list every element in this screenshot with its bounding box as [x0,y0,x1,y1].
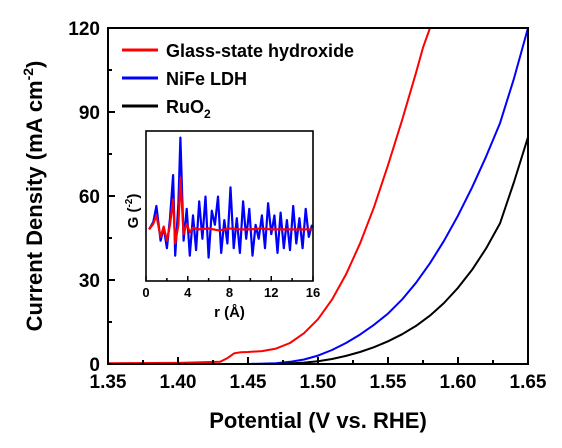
x-tick-label: 1.65 [510,372,547,393]
inset-x-tick-label: 8 [226,285,233,300]
inset-axis-ticks: 0 4 8 12 16 [142,276,320,300]
x-tick-label: 1.45 [230,372,267,393]
x-tick-label: 1.60 [440,372,477,393]
inset-y-axis-title-superscript: -2 [124,198,135,207]
y-tick-label: 120 [68,19,100,40]
inset-y-axis-title: G (-2) [124,194,142,229]
x-tick-label: 1.35 [90,372,127,393]
inset-x-axis-title: r (Å) [214,304,245,321]
inset-series-layer [148,136,314,259]
x-tick-label: 1.40 [160,372,197,393]
legend: Glass-state hydroxide NiFe LDH RuO2 [122,41,354,121]
y-tick-label: 90 [79,103,100,124]
inset-y-axis-title-main: G ( [125,208,142,229]
x-axis-title: Potential (V vs. RHE) [209,408,427,433]
series-line-ruo [108,136,529,365]
inset-y-axis-title-end: ) [125,194,142,199]
inset-pdf-chart: 0 4 8 12 16 r (Å) G (-2) [124,130,320,321]
y-axis-title-main: Current Density (mA cm [22,80,47,331]
legend-label-ruo2: RuO2 [166,97,211,121]
y-axis-title-superscript: -2 [20,68,36,81]
inset-x-tick-label: 16 [306,285,320,300]
inset-series-line-glass-state-hydroxide [148,176,312,245]
legend-label-ruo2-main: RuO [166,97,204,117]
inset-x-tick-label: 0 [142,285,149,300]
inset-x-tick-label: 12 [264,285,278,300]
y-tick-label: 30 [79,271,100,292]
legend-label-glass-state: Glass-state hydroxide [166,41,354,61]
series-line-glass-state-hydroxide [107,27,431,365]
x-tick-label: 1.55 [370,372,407,393]
legend-label-ruo2-subscript: 2 [204,107,211,121]
y-tick-label: 60 [79,187,100,208]
x-tick-label: 1.50 [300,372,337,393]
legend-label-nife-ldh: NiFe LDH [166,69,247,89]
y-axis-title: Current Density (mA cm-2) [20,61,47,332]
inset-series-line-nife-ldh [148,136,314,259]
inset-x-tick-label: 4 [184,285,192,300]
main-series-layer [107,27,529,365]
y-axis-title-end: ) [22,61,47,68]
y-tick-label: 0 [89,355,100,376]
series-line-nife-ldh [108,27,529,365]
